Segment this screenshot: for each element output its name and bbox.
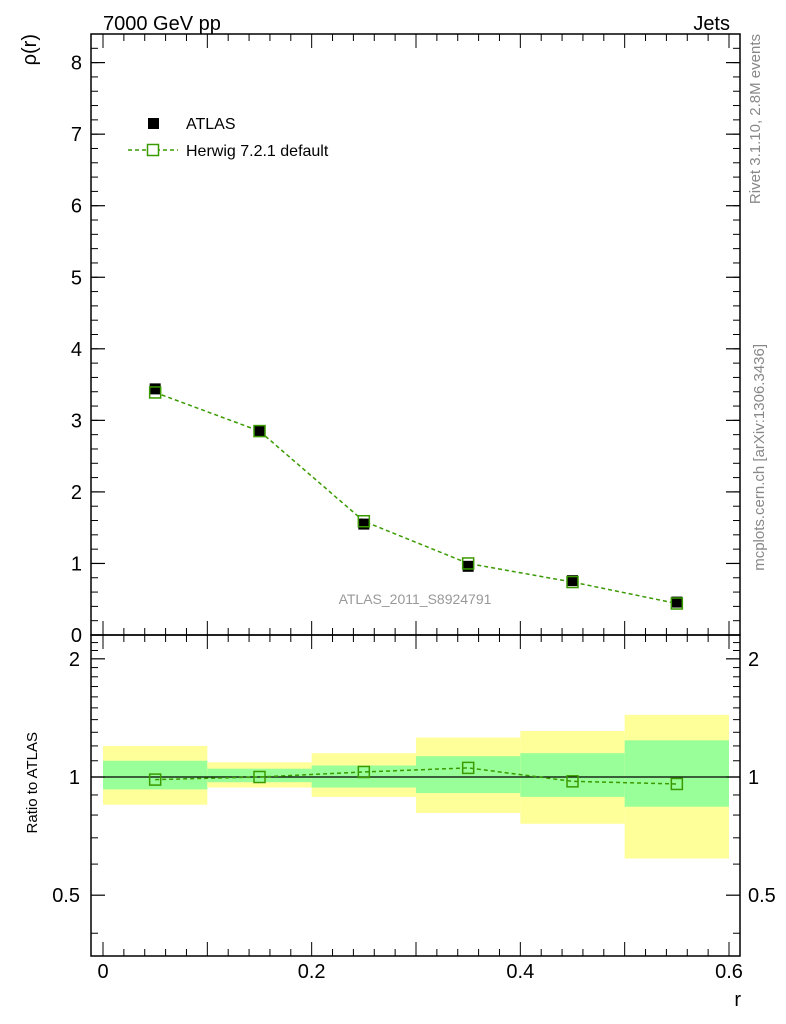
main-ytick-label: 6: [71, 196, 82, 218]
ratio-data-point: [566, 775, 579, 788]
mc-data-point: [461, 557, 475, 570]
x-axis-tick-label: 0.4: [506, 961, 534, 983]
x-axis-label: r: [734, 989, 741, 1011]
ratio-band-inner: [207, 768, 312, 783]
ratio-ytick-label-right: 2: [748, 649, 759, 671]
mc-data-point: [357, 514, 371, 528]
legend-data-marker: [148, 118, 159, 129]
analysis-tag: ATLAS_2011_S8924791: [339, 591, 492, 607]
main-ytick-label: 7: [71, 124, 82, 146]
process-label: Jets: [693, 13, 730, 35]
ratio-band-inner: [520, 753, 625, 797]
atlas-data-point: [671, 596, 683, 608]
x-axis-tick-label: 0.2: [298, 961, 326, 983]
legend-data-label: ATLAS: [186, 116, 236, 133]
atlas-data-point: [254, 425, 265, 437]
main-ytick-label: 1: [71, 553, 82, 575]
atlas-data-point: [462, 560, 474, 572]
ratio-data-point: [148, 773, 162, 786]
mc-data-point: [566, 575, 579, 589]
main-ytick-label: 8: [71, 53, 82, 75]
main-ytick-label: 4: [71, 339, 82, 361]
ratio-band-inner: [624, 740, 729, 807]
legend-mc-marker: [146, 143, 160, 157]
main-ytick-label: 5: [71, 267, 82, 289]
legend: ATLAS Herwig 7.2.1 default: [128, 116, 329, 160]
ratio-data-point: [461, 761, 475, 775]
energy-label: 7000 GeV pp: [103, 13, 221, 35]
ratio-panel: 0.5 0.5 1 1 2 2 0 0.2 0.4 0.6: [52, 634, 776, 983]
ratio-frame: [90, 634, 741, 957]
ratio-ytick-label-left: 2: [69, 649, 80, 671]
atlas-data-point: [358, 518, 370, 530]
ratio-data-point: [253, 770, 266, 784]
ratio-ytick-label-left: 0.5: [52, 885, 80, 907]
atlas-data-point: [149, 383, 161, 395]
ratio-data-point: [670, 777, 684, 791]
atlas-data-point: [567, 575, 578, 587]
main-panel: 0 1 2 3 4 5 6 7 8: [71, 33, 741, 647]
main-ylabel: ρ(r): [19, 34, 41, 65]
legend-mc-label: Herwig 7.2.1 default: [186, 143, 329, 160]
ratio-ylabel: Ratio to ATLAS: [24, 732, 41, 833]
mc-data-point: [253, 424, 266, 438]
mcplots-label: mcplots.cern.ch [arXiv:1306.3436]: [751, 344, 768, 571]
x-axis-tick-label: 0.6: [715, 961, 743, 983]
ratio-ytick-label-right: 0.5: [748, 885, 776, 907]
x-axis-tick-label: 0: [97, 961, 108, 983]
main-ytick-label: 0: [71, 625, 82, 647]
ratio-ytick-label-left: 1: [69, 767, 80, 789]
mc-data-point: [148, 386, 162, 399]
rivet-label: Rivet 3.1.10, 2.8M events: [747, 34, 764, 204]
ratio-ytick-label-right: 1: [748, 767, 759, 789]
main-ytick-label: 3: [71, 410, 82, 432]
ratio-data-point: [357, 765, 371, 779]
main-ytick-label: 2: [71, 482, 82, 504]
mc-series-line: [154, 391, 677, 605]
ratio-series-line: [155, 767, 677, 785]
mc-data-point: [670, 597, 684, 610]
